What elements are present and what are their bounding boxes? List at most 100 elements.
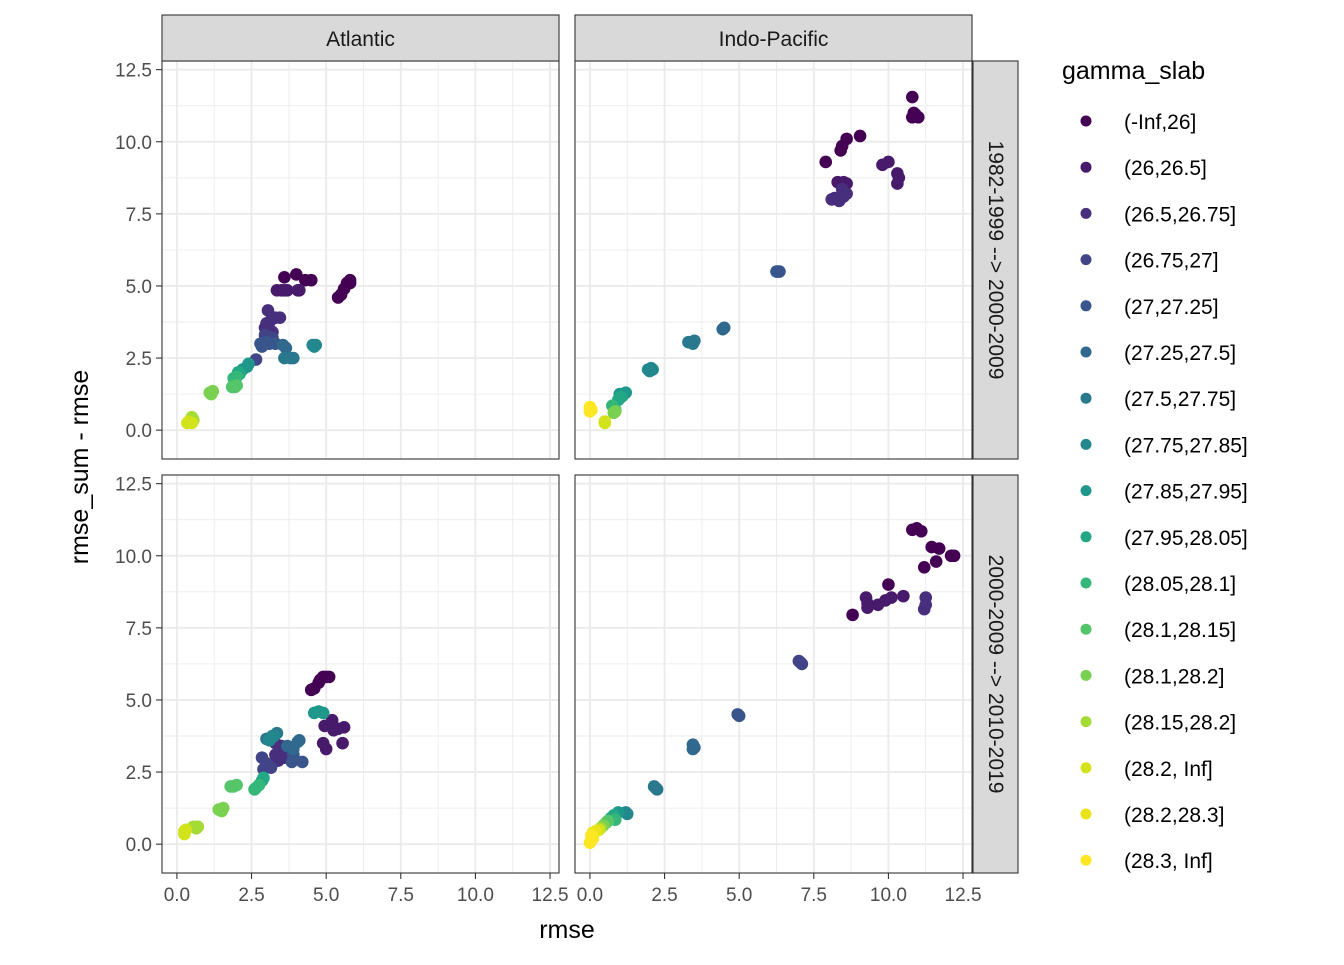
data-point (876, 158, 889, 172)
legend-key (1080, 669, 1092, 681)
legend-label: (26.75,27] (1124, 250, 1219, 273)
legend-item: (26,26.5] (1080, 157, 1207, 180)
panel-background (162, 61, 559, 459)
y-tick-label: 7.5 (126, 205, 152, 226)
data-point (337, 721, 351, 734)
legend-label: (27.25,27.5] (1124, 342, 1236, 365)
legend-key (1080, 485, 1092, 497)
legend-label: (27.5,27.75] (1124, 388, 1236, 411)
data-point (794, 656, 807, 669)
data-point (313, 673, 327, 687)
data-point (688, 741, 701, 754)
x-tick-label: 10.0 (870, 885, 907, 906)
y-tick-label: 0.0 (126, 421, 152, 442)
data-point (586, 832, 600, 845)
data-point (773, 265, 786, 278)
data-point (319, 742, 333, 756)
legend-item: (28.3, Inf] (1080, 850, 1213, 873)
data-point (248, 783, 261, 796)
x-tick-label: 5.0 (313, 885, 339, 906)
legend-item: (26.75,27] (1080, 250, 1219, 273)
data-point (191, 820, 205, 834)
data-point (853, 129, 867, 143)
facet-panel-0 (162, 61, 559, 459)
data-point (293, 734, 306, 747)
legend-key (1080, 115, 1092, 127)
data-point (281, 283, 294, 297)
legend-label: (-Inf,26] (1124, 111, 1196, 134)
data-point (897, 589, 910, 603)
data-point (309, 338, 323, 352)
legend-item: (28.1,28.15] (1080, 619, 1236, 642)
x-tick-label: 2.5 (238, 885, 264, 906)
data-point (254, 337, 267, 350)
data-point (717, 321, 731, 335)
data-point (929, 555, 943, 568)
legend-key (1080, 762, 1092, 774)
legend-item: (27.25,27.5] (1080, 342, 1236, 365)
panel-points-0 (181, 268, 357, 430)
data-point (583, 405, 597, 418)
y-tick-label: 5.0 (126, 691, 152, 712)
legend-item: (28.1,28.2] (1080, 665, 1224, 688)
y-tick-label: 12.5 (115, 61, 152, 82)
x-tick-label: 10.0 (457, 885, 494, 906)
y-tick-label: 12.5 (115, 475, 152, 496)
data-point (230, 379, 243, 392)
legend-title: gamma_slab (1062, 57, 1205, 85)
data-point (293, 283, 306, 297)
legend-label: (27,27.25] (1124, 296, 1219, 319)
data-point (304, 273, 318, 287)
data-point (257, 762, 270, 776)
data-point (287, 351, 300, 365)
data-point (914, 524, 928, 538)
legend-item: (28.05,28.1] (1080, 573, 1236, 596)
data-point (917, 560, 931, 574)
data-point (204, 387, 218, 401)
legend-label: (28.1,28.2] (1124, 665, 1224, 688)
data-point (278, 271, 291, 284)
x-tick-label: 2.5 (651, 885, 677, 906)
legend-label: (28.2, Inf] (1124, 758, 1213, 781)
x-tick-label: 12.5 (945, 885, 982, 906)
facet-panel-3 (575, 475, 972, 873)
legend-key (1080, 623, 1092, 635)
data-point (646, 363, 659, 376)
column-strip-label: Indo-Pacific (719, 28, 829, 51)
data-point (267, 729, 281, 743)
legend-key (1080, 716, 1092, 728)
data-point (316, 706, 330, 720)
panel-border (161, 474, 560, 874)
facet-panel-1 (575, 61, 972, 459)
legend-item: (27.75,27.85] (1080, 434, 1248, 457)
legend-key (1080, 531, 1092, 543)
y-axis-title: rmse_sum - rmse (66, 370, 94, 564)
x-tick-label: 0.0 (577, 885, 603, 906)
data-point (336, 736, 349, 750)
legend-label: (27.75,27.85] (1124, 434, 1248, 457)
legend-item: (28.15,28.2] (1080, 712, 1236, 735)
data-point (885, 591, 898, 604)
data-point (906, 90, 919, 104)
y-tick-label: 10.0 (115, 133, 152, 154)
panel-border (574, 474, 973, 874)
y-tick-label: 5.0 (126, 277, 152, 298)
legend-item: (-Inf,26] (1080, 111, 1196, 134)
legend-key (1080, 577, 1092, 589)
y-tick-label: 2.5 (126, 763, 152, 784)
x-tick-label: 7.5 (801, 885, 827, 906)
legend-label: (27.85,27.95] (1124, 481, 1248, 504)
legend-item: (26.5,26.75] (1080, 203, 1236, 226)
data-point (295, 755, 309, 769)
legend-item: (28.2, Inf] (1080, 758, 1213, 781)
legend-key (1080, 207, 1092, 219)
legend-label: (28.15,28.2] (1124, 712, 1236, 735)
y-tick-label: 0.0 (126, 835, 152, 856)
legend-key (1080, 854, 1092, 866)
legend-item: (27.5,27.75] (1080, 388, 1236, 411)
legend-item: (28.2,28.3] (1080, 804, 1224, 827)
data-point (861, 601, 874, 614)
data-point (598, 416, 612, 430)
